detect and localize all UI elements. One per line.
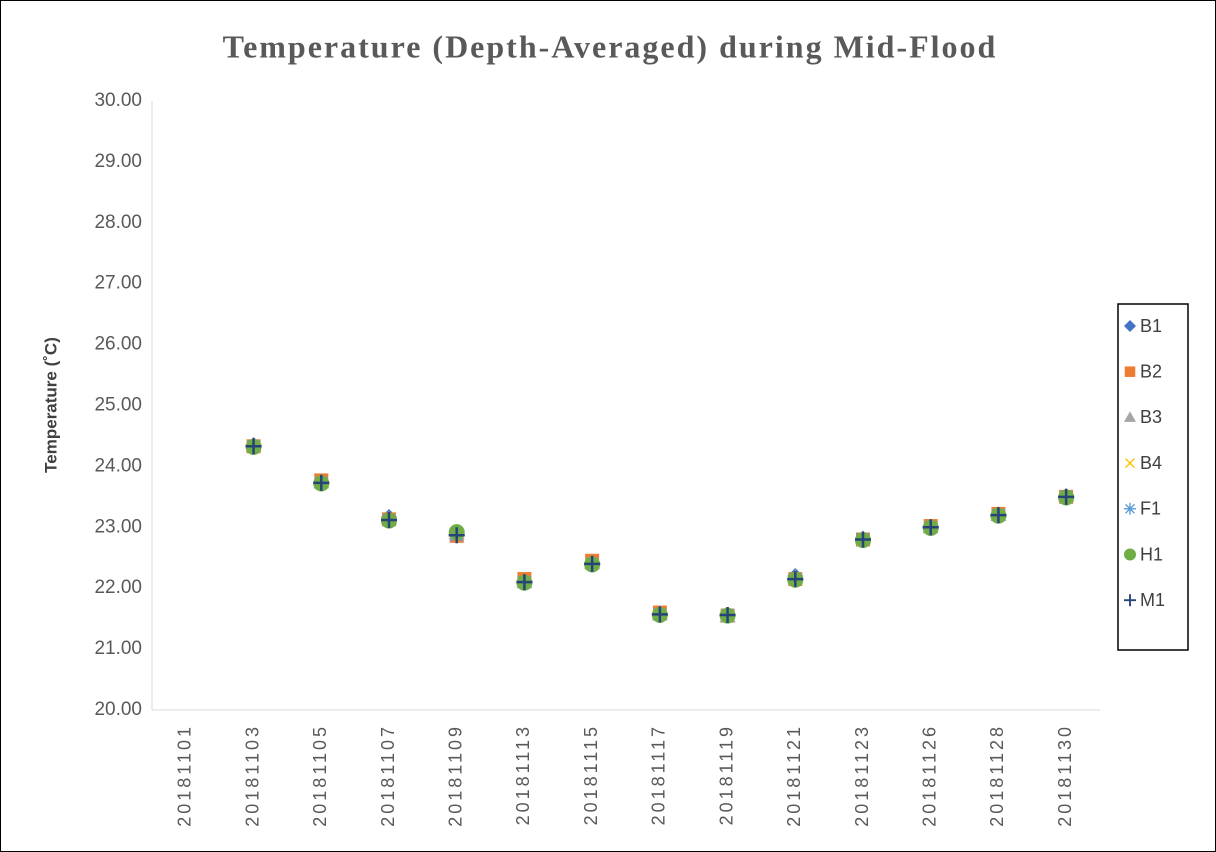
legend-label: H1 bbox=[1140, 544, 1163, 564]
legend-label: B3 bbox=[1140, 407, 1162, 427]
x-tick-label: 20181119 bbox=[716, 724, 736, 825]
legend-marker bbox=[1124, 411, 1136, 422]
legend-box bbox=[1117, 303, 1189, 651]
y-tick-label: 21.00 bbox=[94, 638, 142, 659]
x-tick-label: 20181128 bbox=[987, 724, 1007, 827]
y-tick-label: 28.00 bbox=[94, 212, 142, 233]
marker-plus bbox=[245, 438, 262, 455]
x-tick-label: 20181130 bbox=[1055, 724, 1075, 827]
y-tick-label: 22.00 bbox=[94, 577, 142, 598]
marker-plus bbox=[990, 507, 1007, 524]
x-tick-label: 20181105 bbox=[310, 724, 330, 827]
legend-marker bbox=[1125, 458, 1135, 469]
marker-plus bbox=[922, 519, 939, 536]
x-tick-label: 20181103 bbox=[242, 724, 262, 827]
legend-label: F1 bbox=[1140, 499, 1161, 519]
marker-plus bbox=[313, 474, 330, 491]
legend-marker bbox=[1124, 320, 1136, 332]
legend-label: B4 bbox=[1140, 453, 1162, 473]
legend-marker bbox=[1124, 548, 1136, 561]
marker-plus bbox=[855, 531, 871, 548]
x-tick-label: 20181123 bbox=[852, 724, 872, 827]
legend-label: B2 bbox=[1140, 361, 1162, 381]
marker-plus bbox=[448, 527, 465, 544]
y-tick-label: 29.00 bbox=[94, 151, 142, 172]
x-tick-label: 20181113 bbox=[513, 724, 533, 825]
y-tick-label: 25.00 bbox=[94, 395, 142, 416]
marker-plus bbox=[719, 606, 736, 623]
y-tick-label: 23.00 bbox=[94, 516, 142, 537]
y-tick-label: 24.00 bbox=[94, 455, 142, 476]
y-tick-label: 27.00 bbox=[94, 273, 142, 294]
x-tick-label: 20181121 bbox=[784, 724, 804, 827]
marker-plus bbox=[787, 571, 804, 588]
y-tick-label: 26.00 bbox=[94, 334, 142, 355]
legend-marker bbox=[1124, 594, 1136, 607]
marker-plus bbox=[1058, 488, 1075, 505]
x-tick-label: 20181107 bbox=[378, 724, 398, 827]
x-tick-label: 20181109 bbox=[445, 724, 465, 827]
y-tick-label: 20.00 bbox=[94, 699, 142, 720]
x-tick-label: 20181126 bbox=[919, 724, 939, 827]
legend-marker bbox=[1124, 502, 1136, 515]
marker-plus bbox=[584, 555, 601, 572]
y-tick-label: 30.00 bbox=[94, 90, 142, 111]
legend-label: B1 bbox=[1140, 316, 1162, 336]
marker-plus bbox=[381, 511, 397, 528]
x-tick-label: 20181115 bbox=[581, 724, 601, 825]
x-tick-label: 20181117 bbox=[649, 724, 669, 825]
marker-plus bbox=[516, 574, 533, 591]
x-tick-label: 20181101 bbox=[175, 724, 195, 827]
marker-plus bbox=[651, 606, 668, 623]
y-axis-title: Temperature (˚C) bbox=[41, 337, 60, 473]
legend-marker bbox=[1124, 366, 1136, 377]
legend-label: M1 bbox=[1140, 590, 1165, 610]
chart-title: Temperature (Depth-Averaged) during Mid-… bbox=[223, 28, 998, 64]
